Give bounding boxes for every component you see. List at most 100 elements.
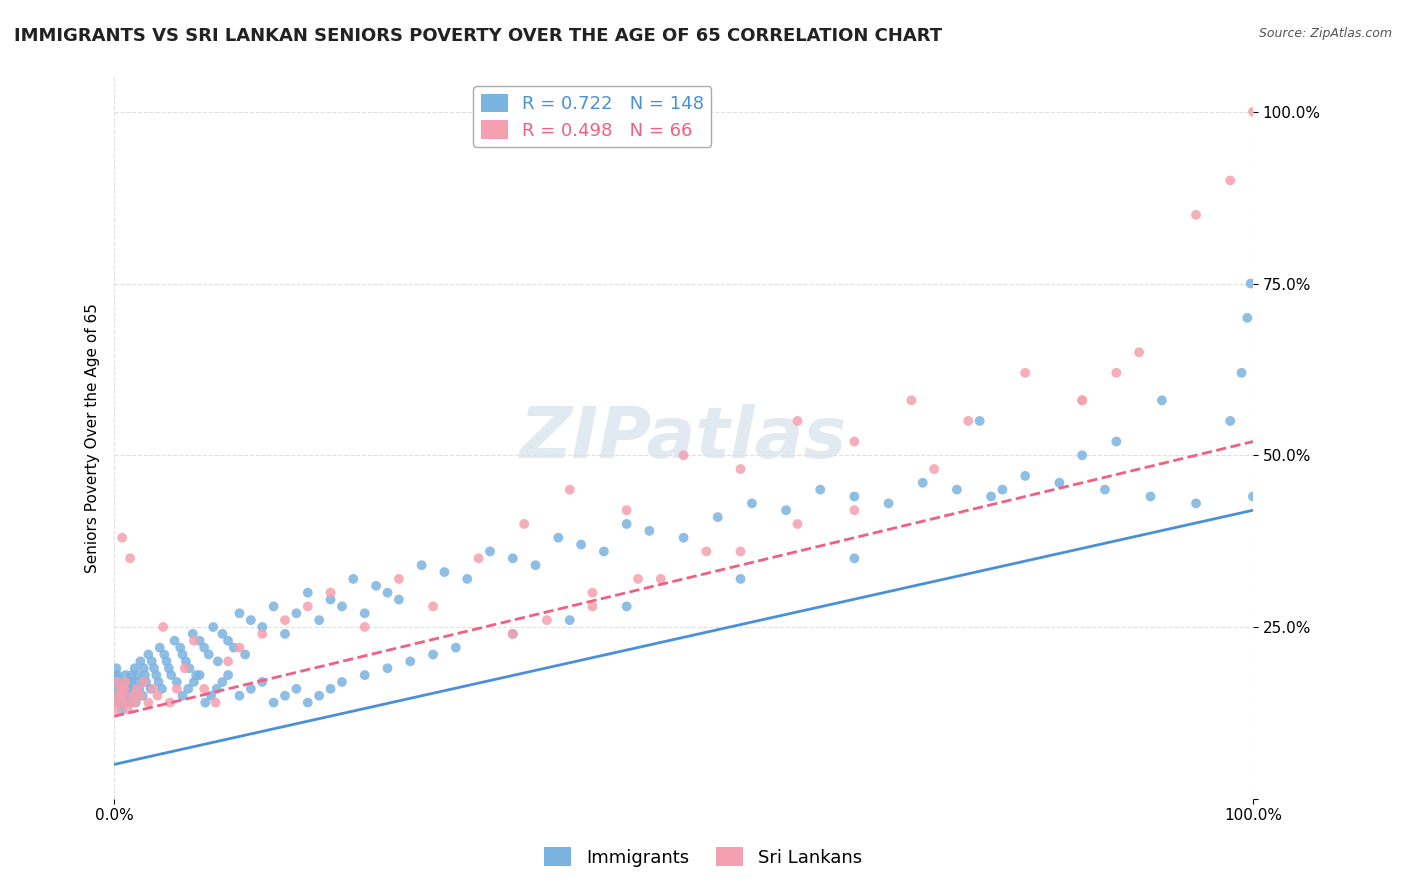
Point (558, 483, 581, 497)
Point (111, 689, 134, 703)
Point (193, 681, 215, 696)
Point (107, 681, 129, 696)
Point (239, 613, 262, 627)
Point (1094, 483, 1116, 497)
Point (117, 675, 139, 690)
Point (730, 572, 752, 586)
Point (513, 516, 536, 531)
Point (114, 681, 136, 696)
Point (114, 675, 136, 690)
Point (536, 613, 558, 627)
Point (1230, 366, 1253, 380)
Point (638, 524, 661, 538)
Point (900, 393, 922, 408)
Point (200, 689, 222, 703)
Point (353, 668, 375, 682)
Point (107, 689, 129, 703)
Y-axis label: Seniors Poverty Over the Age of 65: Seniors Poverty Over the Age of 65 (86, 303, 100, 573)
Point (233, 648, 256, 662)
Point (1185, 208, 1208, 222)
Point (1128, 345, 1150, 359)
Point (1150, 393, 1173, 408)
Point (844, 503, 866, 517)
Point (616, 599, 638, 614)
Point (124, 696, 146, 710)
Point (1047, 475, 1070, 490)
Point (204, 696, 226, 710)
Point (308, 613, 330, 627)
Point (111, 531, 134, 545)
Point (228, 640, 250, 655)
Point (188, 668, 211, 682)
Point (211, 675, 233, 690)
Point (706, 510, 728, 524)
Point (108, 681, 131, 696)
Point (274, 627, 297, 641)
Point (104, 696, 127, 710)
Point (877, 496, 900, 510)
Point (117, 681, 139, 696)
Point (297, 585, 319, 599)
Point (105, 702, 128, 716)
Point (319, 592, 342, 607)
Point (104, 668, 127, 682)
Point (120, 675, 142, 690)
Point (946, 483, 969, 497)
Point (297, 599, 319, 614)
Point (110, 696, 132, 710)
Point (969, 414, 991, 428)
Point (217, 633, 239, 648)
Point (1219, 414, 1241, 428)
Point (672, 531, 695, 545)
Point (285, 681, 308, 696)
Point (957, 414, 980, 428)
Point (188, 633, 211, 648)
Point (911, 475, 934, 490)
Point (173, 661, 195, 675)
Point (730, 544, 752, 558)
Point (775, 503, 797, 517)
Point (274, 613, 297, 627)
Point (125, 696, 148, 710)
Point (145, 668, 167, 682)
Point (377, 661, 399, 675)
Point (502, 627, 524, 641)
Point (1185, 496, 1208, 510)
Point (319, 585, 342, 599)
Point (222, 640, 245, 655)
Point (157, 661, 180, 675)
Point (616, 516, 638, 531)
Point (150, 681, 173, 696)
Point (141, 654, 163, 668)
Point (183, 633, 205, 648)
Point (183, 675, 205, 690)
Legend: Immigrants, Sri Lankans: Immigrants, Sri Lankans (537, 840, 869, 874)
Point (569, 538, 592, 552)
Point (808, 483, 831, 497)
Point (181, 627, 204, 641)
Point (120, 668, 142, 682)
Point (148, 675, 170, 690)
Point (1071, 393, 1094, 408)
Point (1139, 490, 1161, 504)
Point (991, 483, 1014, 497)
Point (650, 572, 672, 586)
Point (922, 462, 945, 476)
Point (252, 620, 274, 634)
Point (138, 648, 160, 662)
Point (786, 414, 808, 428)
Text: Source: ZipAtlas.com: Source: ZipAtlas.com (1258, 27, 1392, 40)
Point (172, 689, 194, 703)
Point (128, 681, 150, 696)
Point (478, 544, 501, 558)
Point (433, 565, 456, 579)
Point (502, 551, 524, 566)
Point (120, 696, 142, 710)
Point (1219, 173, 1241, 187)
Point (174, 654, 197, 668)
Text: IMMIGRANTS VS SRI LANKAN SENIORS POVERTY OVER THE AGE OF 65 CORRELATION CHART: IMMIGRANTS VS SRI LANKAN SENIORS POVERTY… (14, 27, 942, 45)
Text: ZIPatlas: ZIPatlas (520, 403, 848, 473)
Point (1241, 104, 1264, 119)
Point (194, 696, 217, 710)
Point (107, 696, 129, 710)
